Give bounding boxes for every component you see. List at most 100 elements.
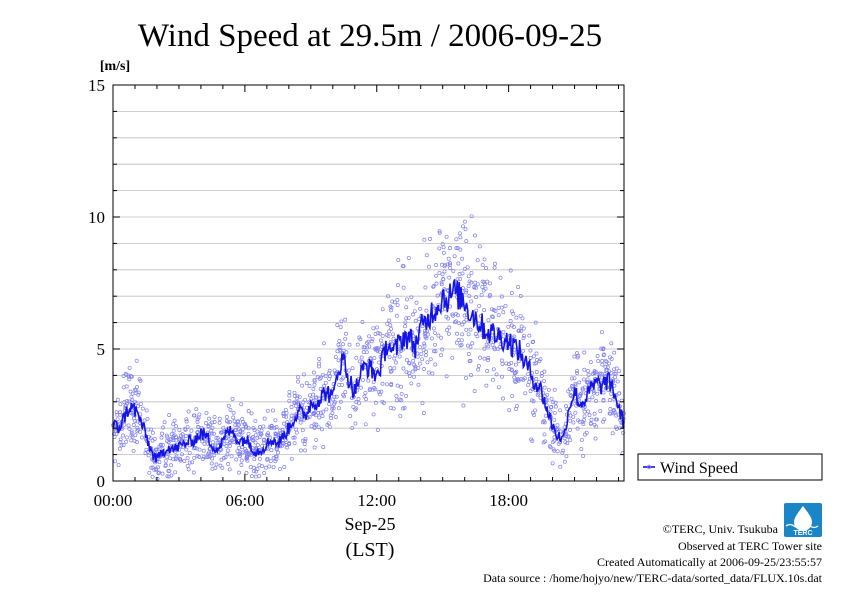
data-point: [289, 405, 294, 409]
data-point: [518, 294, 523, 298]
data-point: [592, 411, 597, 416]
data-point: [131, 416, 136, 421]
data-point: [185, 456, 190, 461]
data-point: [267, 425, 272, 430]
data-point: [327, 371, 331, 376]
data-point: [309, 424, 314, 429]
data-point: [445, 328, 449, 333]
data-point: [174, 438, 179, 443]
data-point: [527, 380, 532, 384]
data-point: [150, 438, 155, 443]
data-point: [462, 319, 467, 324]
data-point: [360, 320, 365, 324]
data-point: [172, 433, 177, 438]
data-point: [553, 400, 558, 405]
data-point: [311, 398, 316, 403]
data-point: [184, 447, 189, 452]
data-point: [320, 372, 325, 377]
data-point: [212, 420, 217, 424]
data-point: [388, 405, 393, 410]
data-point: [501, 310, 506, 315]
data-point: [287, 441, 291, 446]
data-point: [389, 308, 393, 313]
data-point: [532, 413, 537, 417]
data-point: [592, 422, 597, 427]
data-point: [230, 438, 235, 443]
data-point: [599, 346, 604, 351]
data-point: [563, 440, 568, 445]
data-point: [118, 402, 123, 407]
data-point: [609, 356, 614, 361]
data-point: [298, 420, 303, 425]
data-point: [219, 430, 224, 435]
data-point: [131, 448, 136, 453]
data-point: [594, 417, 598, 422]
logo-text: TERC: [793, 530, 812, 537]
data-point: [150, 474, 155, 479]
data-point: [238, 432, 243, 437]
data-point: [411, 312, 415, 317]
data-point: [459, 338, 464, 343]
data-point: [467, 359, 472, 364]
y-tick-label: 5: [97, 340, 106, 359]
data-point: [371, 379, 376, 384]
data-point: [292, 435, 297, 440]
data-point: [229, 454, 234, 459]
data-point: [339, 319, 344, 324]
data-point: [458, 277, 463, 281]
data-point: [164, 433, 169, 438]
data-point: [477, 303, 482, 308]
data-point: [231, 410, 236, 415]
data-point: [177, 428, 182, 432]
data-point: [333, 415, 338, 419]
data-point: [343, 336, 348, 341]
data-point: [252, 457, 257, 462]
data-point: [301, 400, 306, 405]
data-point: [601, 390, 606, 395]
data-point: [434, 273, 438, 278]
data-point: [285, 445, 289, 450]
data-point: [406, 360, 411, 365]
data-point: [217, 438, 222, 443]
data-point: [420, 357, 425, 362]
data-point: [434, 281, 439, 286]
data-point: [226, 403, 231, 408]
data-point: [196, 425, 201, 430]
data-point: [320, 427, 324, 432]
data-point: [399, 391, 404, 396]
data-point: [500, 374, 504, 379]
data-point: [390, 299, 395, 304]
data-point: [423, 353, 428, 358]
data-point: [431, 326, 436, 331]
data-point: [475, 334, 480, 339]
data-point: [444, 234, 449, 239]
data-point: [224, 415, 229, 419]
data-point: [255, 435, 260, 440]
data-point: [245, 454, 250, 458]
data-point: [588, 421, 593, 426]
data-point: [235, 449, 240, 454]
data-point: [281, 414, 286, 419]
data-point: [577, 380, 582, 385]
data-point: [240, 450, 245, 455]
data-point: [529, 437, 534, 442]
data-point: [158, 443, 163, 448]
data-point: [234, 457, 239, 462]
data-point: [395, 298, 400, 302]
data-point: [596, 359, 601, 364]
data-point: [585, 380, 590, 385]
data-point: [542, 418, 547, 423]
data-point: [469, 214, 474, 219]
data-point: [156, 465, 160, 470]
data-point: [452, 320, 457, 325]
data-point: [598, 409, 603, 414]
data-point: [223, 455, 228, 460]
data-point: [251, 426, 256, 431]
data-point: [482, 308, 487, 313]
data-point: [130, 391, 135, 396]
data-point: [173, 470, 178, 475]
data-point: [433, 362, 438, 367]
data-point: [512, 378, 517, 383]
data-point: [535, 392, 540, 397]
data-point: [129, 374, 133, 379]
